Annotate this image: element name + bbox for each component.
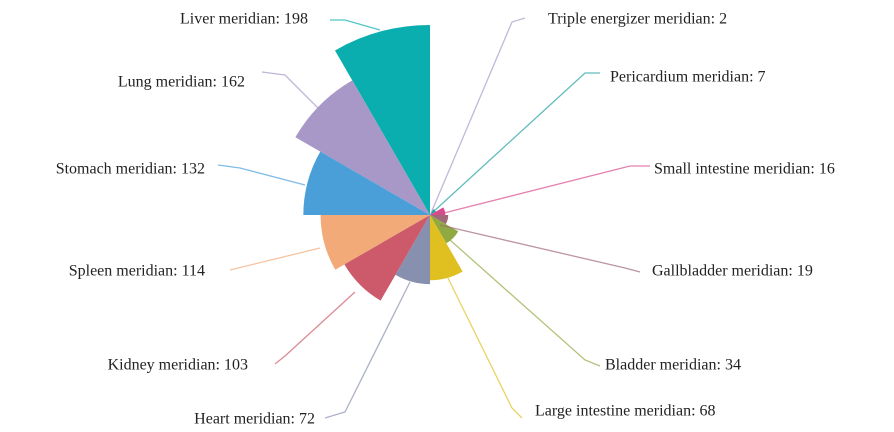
- rose-sector: [303, 151, 430, 215]
- data-label: Gallbladder meridian: 19: [652, 263, 813, 280]
- rose-sector: [430, 215, 449, 225]
- rose-sector: [430, 213, 431, 215]
- rose-sector: [295, 80, 430, 216]
- data-label: Small intestine meridian: 16: [654, 161, 835, 178]
- leader-line: [449, 239, 601, 367]
- data-label: Pericardium meridian: 7: [610, 69, 766, 86]
- rose-sector: [335, 25, 430, 215]
- data-label: Triple energizer meridian: 2: [548, 11, 727, 28]
- leader-line: [431, 72, 600, 214]
- data-label: Lung meridian: 162: [118, 74, 245, 91]
- data-label: Liver meridian: 198: [180, 11, 308, 28]
- leader-line: [261, 71, 321, 111]
- data-label: Spleen meridian: 114: [69, 263, 205, 280]
- data-label: Bladder meridian: 34: [605, 357, 741, 374]
- leader-line: [324, 281, 411, 419]
- data-label: Large intestine meridian: 68: [535, 403, 716, 420]
- data-label: Heart meridian: 72: [194, 411, 315, 428]
- rose-sector: [430, 215, 463, 281]
- data-label: Kidney meridian: 103: [108, 357, 248, 374]
- rose-sector: [395, 215, 430, 285]
- rose-sector: [344, 215, 430, 301]
- leader-line: [439, 224, 641, 273]
- leader-line: [330, 19, 381, 31]
- leader-line: [229, 247, 321, 271]
- data-label: Stomach meridian: 132: [56, 161, 205, 178]
- leader-line: [217, 164, 306, 186]
- leader-line: [274, 291, 356, 365]
- rose-sector: [430, 215, 459, 244]
- leader-line: [430, 17, 526, 214]
- leader-line: [444, 271, 523, 419]
- rose-sector: [320, 215, 430, 270]
- leader-line: [435, 165, 650, 216]
